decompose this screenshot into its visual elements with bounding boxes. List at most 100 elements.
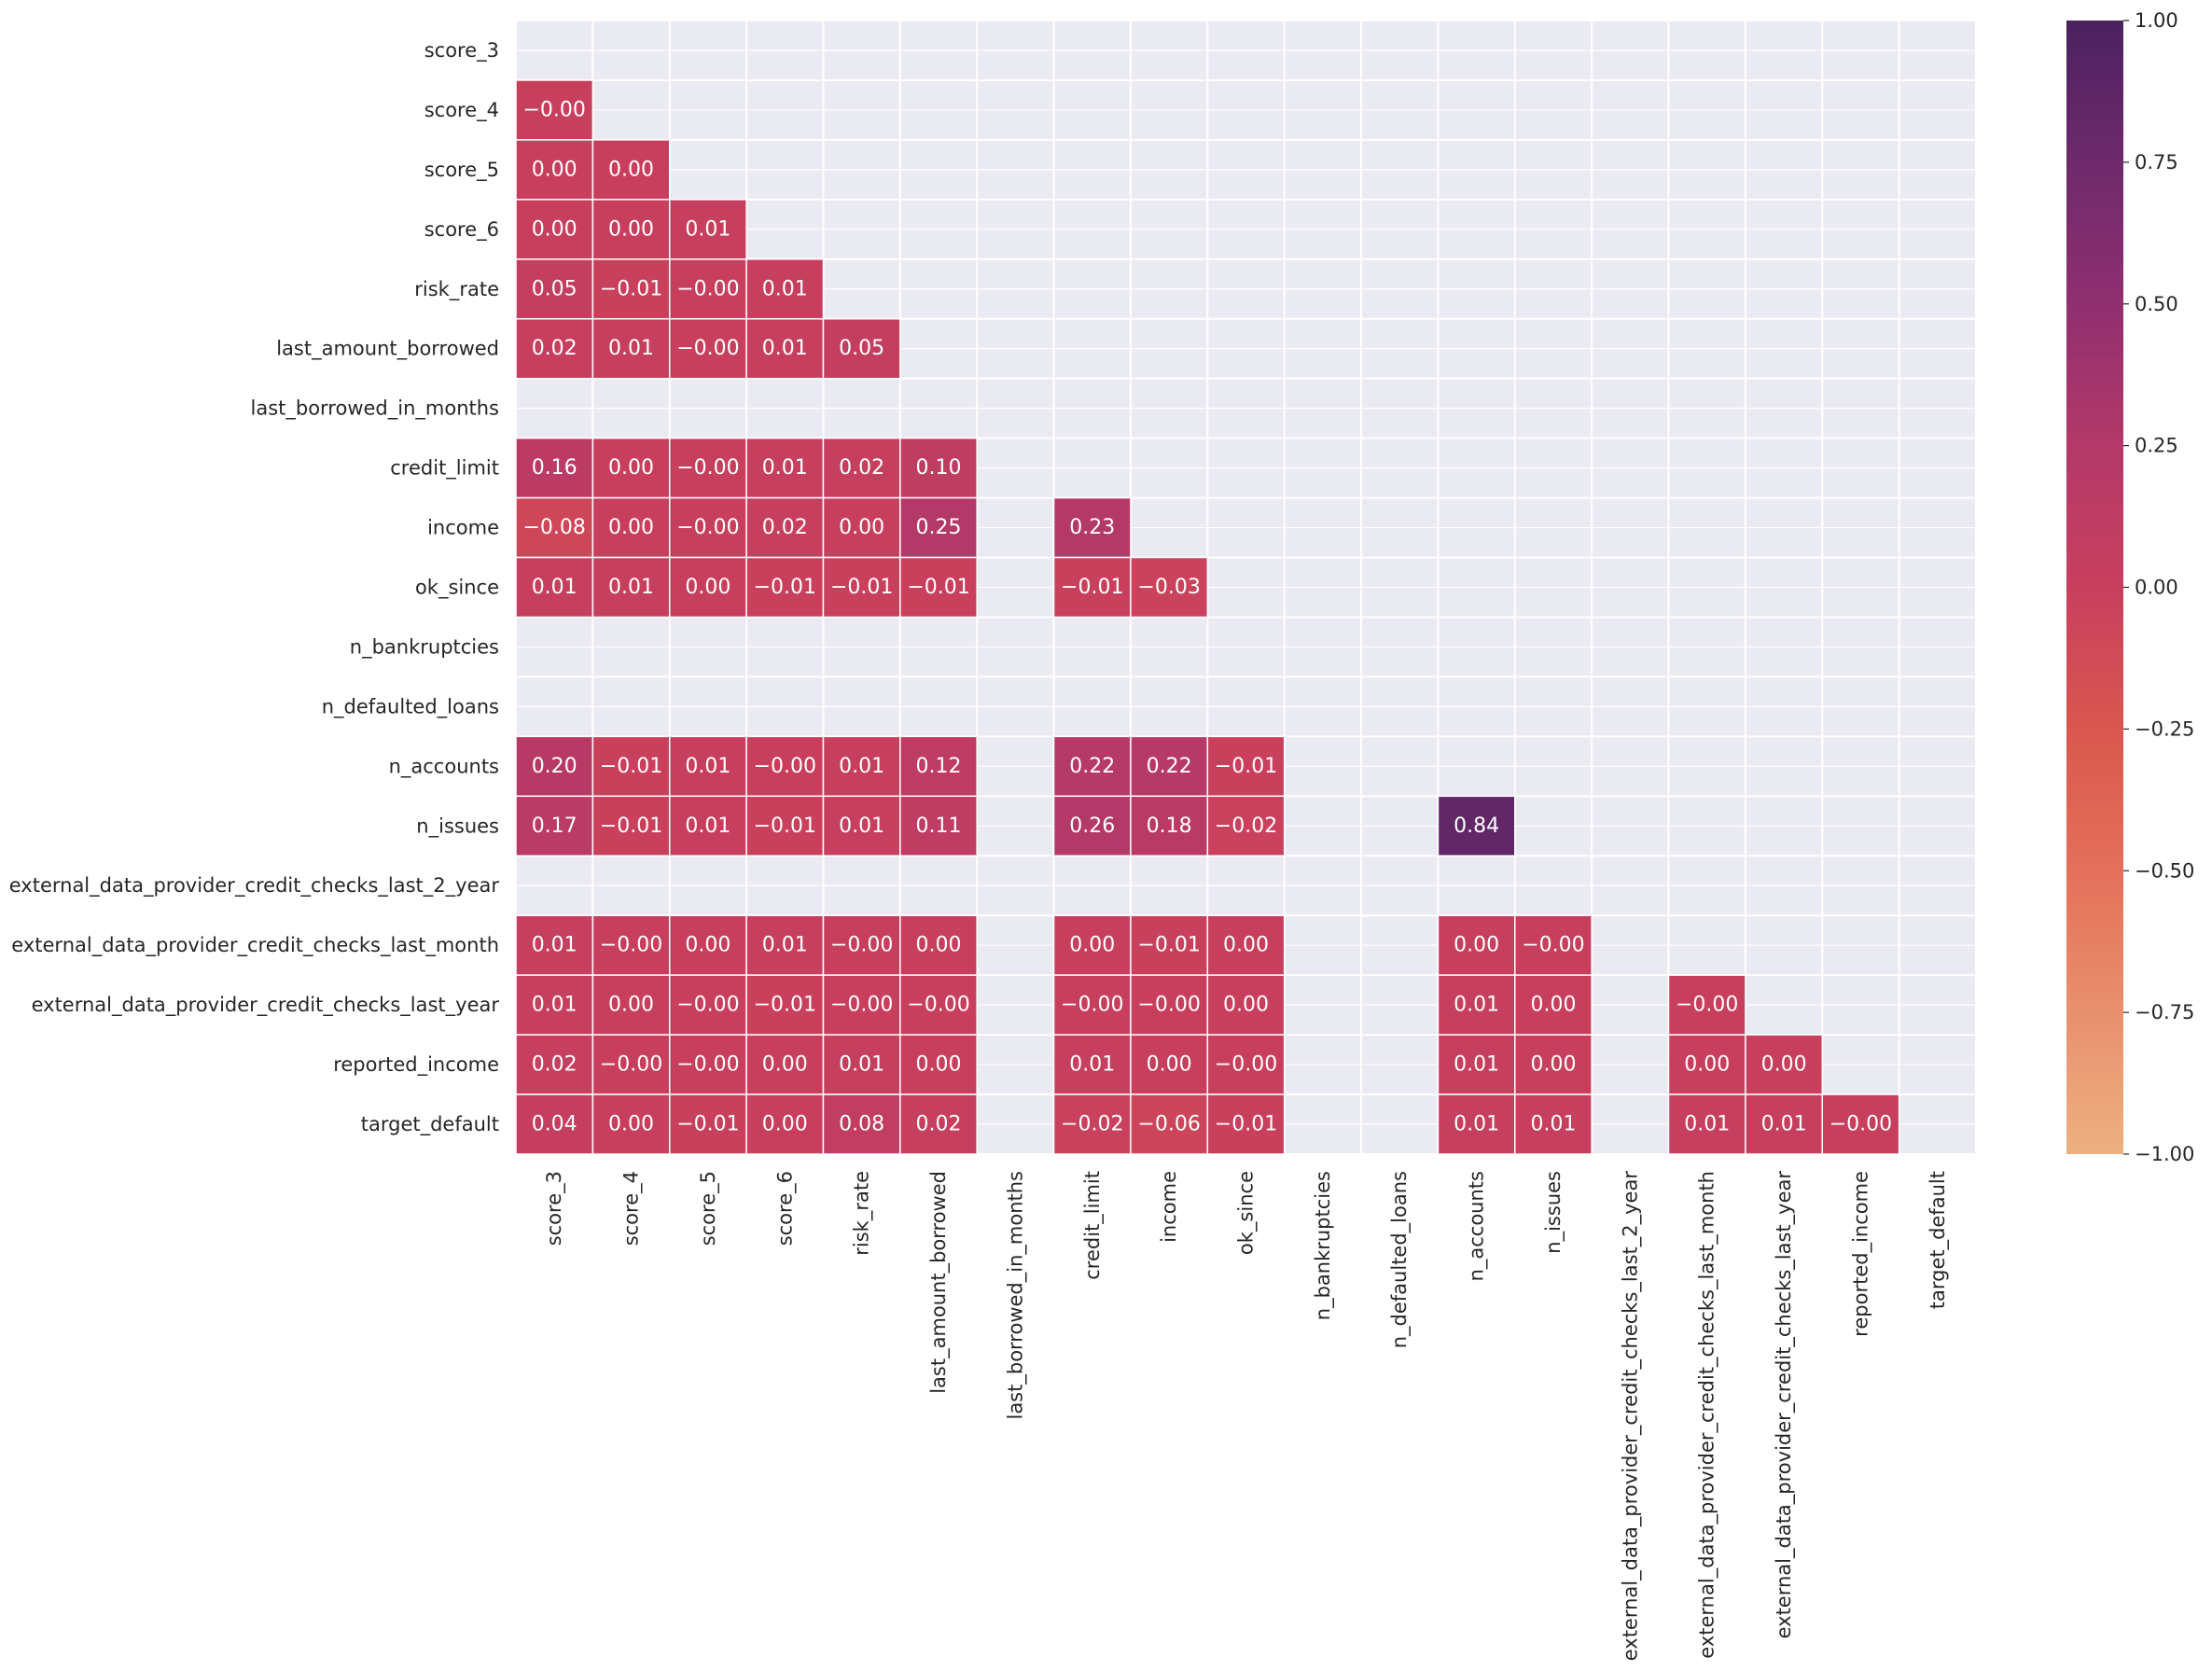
cell-value-label: −0.01 xyxy=(600,755,662,778)
cell-value-label: 0.01 xyxy=(685,755,730,778)
cell-value-label: −0.00 xyxy=(676,1053,739,1077)
x-tick-label: income xyxy=(1158,1171,1180,1243)
heatmap-cell xyxy=(1437,1093,1516,1155)
cell-value-label: 0.01 xyxy=(839,1053,884,1077)
cell-value-label: 0.00 xyxy=(1530,994,1576,1017)
x-tick-label: n_bankruptcies xyxy=(1312,1171,1335,1320)
cell-value-label: 0.01 xyxy=(762,934,808,957)
cell-value-label: −0.00 xyxy=(830,934,893,957)
cell-value-label: −0.02 xyxy=(1061,1113,1123,1136)
cell-value-label: 0.01 xyxy=(839,755,884,778)
cell-value-label: 0.22 xyxy=(1147,755,1192,778)
heatmap-cell xyxy=(1052,735,1132,798)
cell-value-label: −0.01 xyxy=(1215,755,1277,778)
heatmap-cell xyxy=(668,437,747,499)
cell-value-label: 0.00 xyxy=(1223,934,1269,957)
cell-value-label: 0.00 xyxy=(1684,1053,1730,1077)
cell-value-label: 0.12 xyxy=(916,755,962,778)
cell-value-label: 0.00 xyxy=(916,1053,962,1077)
cell-value-label: 0.01 xyxy=(532,576,577,599)
cell-value-label: 0.05 xyxy=(839,337,884,360)
x-tick-label: external_data_provider_credit_checks_las… xyxy=(1696,1171,1719,1659)
y-tick-label: n_issues xyxy=(416,815,499,838)
heatmap-cell xyxy=(1052,1034,1132,1095)
x-tick-label: ok_since xyxy=(1235,1171,1259,1255)
heatmap-cell xyxy=(515,258,594,320)
heatmap-cell xyxy=(1667,1093,1746,1155)
cell-value-label: −0.01 xyxy=(754,994,816,1017)
cell-value-label: −0.00 xyxy=(1215,1053,1277,1077)
y-tick-label: score_6 xyxy=(424,218,499,242)
heatmap-cell xyxy=(899,1034,978,1095)
heatmap-cell xyxy=(515,974,594,1036)
heatmap-cell xyxy=(822,556,901,619)
cell-value-label: 0.02 xyxy=(762,516,808,539)
heatmap-cell xyxy=(1745,1034,1824,1095)
x-tick-label: last_borrowed_in_months xyxy=(1004,1171,1027,1420)
cell-value-label: 0.00 xyxy=(762,1113,808,1136)
y-tick-label: last_amount_borrowed xyxy=(276,338,499,361)
cell-value-label: 0.00 xyxy=(608,158,654,181)
cell-value-label: 0.00 xyxy=(1223,994,1269,1017)
colorbar xyxy=(2066,21,2123,1154)
heatmap-cell xyxy=(1514,1034,1593,1095)
cell-value-label: 0.04 xyxy=(532,1113,577,1136)
heatmap-cell xyxy=(515,199,594,260)
heatmap-cells xyxy=(515,79,1900,1155)
cell-value-label: −0.01 xyxy=(1061,576,1123,599)
colorbar-tick-label: 0.75 xyxy=(2135,151,2178,174)
cell-value-label: 0.16 xyxy=(532,456,577,480)
heatmap-cell xyxy=(1052,496,1132,559)
heatmap-cell xyxy=(1437,974,1516,1036)
cell-value-label: −0.00 xyxy=(907,994,969,1017)
cell-value-label: 0.01 xyxy=(608,337,654,360)
heatmap-cell xyxy=(515,556,594,619)
x-tick-label: risk_rate xyxy=(851,1171,874,1256)
heatmap-cell xyxy=(822,795,901,857)
cell-value-label: 0.01 xyxy=(532,994,577,1017)
cell-value-label: −0.08 xyxy=(522,516,585,539)
heatmap-cell xyxy=(591,795,671,857)
cell-value-label: −0.01 xyxy=(830,576,893,599)
heatmap-cell xyxy=(591,139,671,201)
colorbar-tick-label: 0.00 xyxy=(2135,577,2178,599)
heatmap-cell xyxy=(1130,914,1209,976)
cell-value-label: 0.00 xyxy=(1147,1053,1192,1077)
cell-value-label: 0.01 xyxy=(1454,1113,1499,1136)
cell-value-label: 0.00 xyxy=(762,1053,808,1077)
x-tick-label: n_issues xyxy=(1542,1171,1565,1254)
heatmap-cell xyxy=(515,1034,594,1095)
cell-value-label: 0.00 xyxy=(608,994,654,1017)
heatmap-cell xyxy=(1206,735,1286,798)
x-axis-tick-labels: score_3 score_4 score_5 score_6 risk_rate las… xyxy=(543,1171,1950,1662)
cell-value-label: 0.84 xyxy=(1454,815,1499,838)
heatmap-cell xyxy=(1514,1093,1593,1155)
y-tick-label: credit_limit xyxy=(390,457,499,480)
heatmap-cell xyxy=(745,496,825,559)
heatmap-cell xyxy=(1667,974,1746,1036)
heatmap-cell-labels: −0.00 0.00 0.00 0.00 0.00 0.01 0.05 −0.01 −0.00 0… xyxy=(522,98,1892,1135)
heatmap-cell xyxy=(591,974,671,1036)
cell-value-label: 0.01 xyxy=(685,217,730,241)
cell-value-label: 0.01 xyxy=(685,815,730,838)
cell-value-label: −0.00 xyxy=(754,755,816,778)
heatmap-cell xyxy=(745,258,825,320)
heatmap-cell xyxy=(1206,914,1286,976)
heatmap-cell xyxy=(1514,914,1593,976)
cell-value-label: 0.00 xyxy=(1530,1053,1576,1077)
y-tick-label: last_borrowed_in_months xyxy=(250,397,499,421)
colorbar-tick-label: −0.25 xyxy=(2135,717,2194,740)
x-tick-label: score_3 xyxy=(543,1171,566,1246)
cell-value-label: −0.01 xyxy=(754,576,816,599)
x-tick-label: n_defaulted_loans xyxy=(1388,1171,1412,1348)
heatmap-cell xyxy=(1821,1093,1900,1155)
cell-value-label: 0.01 xyxy=(762,277,808,300)
y-tick-label: score_5 xyxy=(424,159,499,182)
cell-value-label: 0.00 xyxy=(685,576,730,599)
cell-value-label: 0.01 xyxy=(762,337,808,360)
heatmap-cell xyxy=(745,1034,825,1095)
y-tick-label: score_3 xyxy=(424,39,499,63)
y-tick-label: target_default xyxy=(361,1113,499,1136)
colorbar-tick-label: −0.75 xyxy=(2135,1001,2194,1023)
